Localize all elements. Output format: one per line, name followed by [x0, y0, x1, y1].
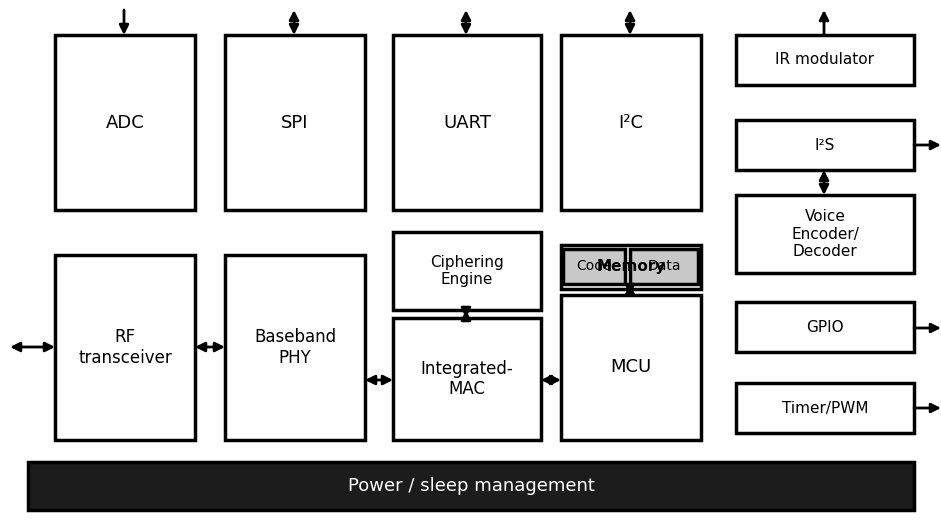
Text: Integrated-
MAC: Integrated- MAC: [421, 359, 514, 399]
Text: MCU: MCU: [611, 358, 651, 376]
Bar: [28, 462, 914, 510]
Bar: [736, 195, 914, 273]
Text: Timer/PWM: Timer/PWM: [782, 401, 869, 416]
Bar: [393, 232, 541, 310]
Bar: [561, 295, 701, 440]
Text: Memory: Memory: [597, 260, 665, 275]
Bar: [736, 120, 914, 170]
Text: IR modulator: IR modulator: [775, 52, 874, 67]
Text: UART: UART: [443, 113, 491, 131]
Bar: [561, 245, 701, 289]
Bar: [736, 302, 914, 352]
Bar: [55, 35, 195, 210]
Text: I²C: I²C: [618, 113, 644, 131]
Text: Voice
Encoder/
Decoder: Voice Encoder/ Decoder: [791, 209, 859, 259]
Text: Power / sleep management: Power / sleep management: [347, 477, 595, 495]
Bar: [736, 383, 914, 433]
Bar: [225, 35, 365, 210]
Text: Ciphering
Engine: Ciphering Engine: [430, 255, 503, 287]
Text: Data: Data: [647, 260, 680, 273]
Text: Baseband
PHY: Baseband PHY: [254, 328, 336, 367]
Bar: [563, 249, 625, 284]
Bar: [630, 249, 698, 284]
Bar: [55, 255, 195, 440]
Bar: [736, 35, 914, 85]
Text: GPIO: GPIO: [806, 320, 844, 334]
Bar: [393, 35, 541, 210]
Text: ADC: ADC: [105, 113, 144, 131]
Text: RF
transceiver: RF transceiver: [78, 328, 172, 367]
Bar: [393, 318, 541, 440]
Bar: [561, 35, 701, 210]
Text: I²S: I²S: [815, 137, 836, 153]
Text: SPI: SPI: [281, 113, 309, 131]
Bar: [225, 255, 365, 440]
Text: Code: Code: [576, 260, 612, 273]
